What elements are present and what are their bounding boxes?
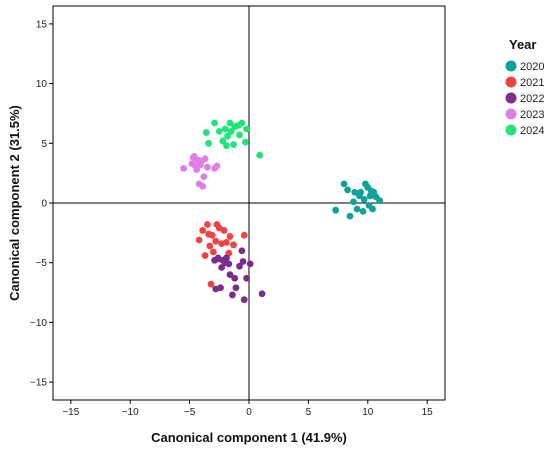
point-2024 bbox=[219, 137, 227, 145]
legend-title: Year bbox=[509, 37, 536, 52]
point-2024 bbox=[211, 119, 218, 127]
point-2023 bbox=[204, 163, 211, 171]
point-2022 bbox=[243, 274, 251, 282]
legend-marker-2024 bbox=[505, 124, 517, 136]
x-tick-label: 10 bbox=[362, 407, 374, 418]
point-2020 bbox=[376, 197, 384, 205]
y-tick-label: 15 bbox=[36, 19, 48, 30]
point-2022 bbox=[217, 284, 224, 292]
x-axis-ticks: −15 −10 −5 0 5 10 15 bbox=[62, 400, 433, 418]
point-2021 bbox=[206, 242, 214, 250]
legend-marker-2020 bbox=[505, 60, 517, 72]
point-2022 bbox=[246, 260, 254, 268]
point-2024 bbox=[230, 141, 237, 148]
point-2022 bbox=[228, 291, 236, 299]
point-2024 bbox=[226, 119, 234, 127]
y-tick-label: 10 bbox=[36, 79, 48, 90]
legend-marker-2023 bbox=[505, 108, 517, 120]
point-2024 bbox=[215, 127, 223, 135]
point-2024 bbox=[227, 127, 235, 135]
point-2022 bbox=[226, 271, 234, 279]
point-2021 bbox=[226, 233, 234, 240]
point-2022 bbox=[225, 260, 233, 268]
x-tick-label: 5 bbox=[306, 407, 312, 418]
point-2021 bbox=[223, 239, 230, 246]
legend-marker-2022 bbox=[505, 92, 517, 104]
point-2024 bbox=[238, 119, 246, 127]
point-2020 bbox=[350, 198, 357, 206]
point-2023 bbox=[201, 155, 209, 163]
legend-label-2021: 2021 bbox=[520, 77, 544, 89]
point-2021 bbox=[201, 252, 209, 259]
point-2022 bbox=[240, 296, 248, 304]
point-2024 bbox=[223, 142, 230, 150]
point-2020 bbox=[351, 188, 359, 196]
point-2024 bbox=[242, 138, 249, 146]
y-axis-ticks: −15 −10 −5 0 5 10 15 bbox=[30, 19, 53, 389]
point-2023 bbox=[193, 166, 201, 173]
y-tick-label: −15 bbox=[30, 378, 47, 389]
point-2021 bbox=[220, 227, 228, 234]
legend-label-2023: 2023 bbox=[520, 109, 544, 121]
point-2020 bbox=[359, 207, 367, 215]
point-2023 bbox=[199, 182, 207, 190]
point-2022 bbox=[223, 254, 230, 262]
x-tick-label: −15 bbox=[62, 407, 79, 418]
point-2021 bbox=[209, 248, 217, 256]
x-tick-label: 0 bbox=[246, 407, 252, 418]
x-tick-label: 15 bbox=[422, 407, 434, 418]
point-2024 bbox=[243, 125, 251, 133]
point-2022 bbox=[218, 264, 226, 271]
point-2022 bbox=[239, 258, 247, 265]
point-2020 bbox=[360, 196, 368, 203]
point-2020 bbox=[353, 205, 361, 213]
legend: Year 2020 2021 2022 2023 2024 bbox=[505, 37, 544, 137]
point-2020 bbox=[369, 205, 376, 213]
data-points bbox=[180, 119, 384, 304]
point-2023 bbox=[200, 173, 208, 181]
legend-label-2024: 2024 bbox=[520, 125, 544, 137]
point-2021 bbox=[204, 221, 211, 228]
point-2022 bbox=[238, 247, 246, 255]
point-2023 bbox=[213, 162, 221, 170]
point-2022 bbox=[258, 290, 266, 298]
y-tick-label: −10 bbox=[30, 318, 47, 329]
point-2021 bbox=[199, 227, 207, 234]
point-2024 bbox=[221, 125, 229, 133]
point-2024 bbox=[256, 151, 264, 159]
point-2022 bbox=[236, 262, 243, 270]
point-2020 bbox=[344, 186, 351, 194]
point-2020 bbox=[340, 180, 348, 188]
point-2020 bbox=[332, 206, 340, 214]
x-tick-label: −10 bbox=[122, 407, 139, 418]
x-tick-label: −5 bbox=[184, 407, 196, 418]
y-tick-label: 5 bbox=[41, 139, 47, 150]
point-2021 bbox=[207, 280, 215, 288]
y-axis-title: Canonical component 2 (31.5%) bbox=[7, 105, 22, 301]
point-2024 bbox=[205, 139, 213, 147]
point-2021 bbox=[212, 237, 220, 245]
point-2023 bbox=[190, 153, 198, 160]
point-2024 bbox=[202, 129, 210, 136]
point-2021 bbox=[195, 236, 203, 244]
point-2022 bbox=[232, 284, 240, 292]
point-2021 bbox=[240, 231, 248, 239]
legend-marker-2021 bbox=[505, 76, 517, 88]
legend-label-2020: 2020 bbox=[520, 61, 544, 73]
x-axis-title: Canonical component 1 (41.9%) bbox=[151, 430, 347, 445]
point-2021 bbox=[230, 241, 237, 249]
point-2020 bbox=[357, 188, 365, 196]
point-2024 bbox=[236, 131, 243, 139]
point-2021 bbox=[208, 231, 216, 239]
point-2020 bbox=[367, 187, 375, 195]
y-tick-label: 0 bbox=[41, 199, 47, 210]
y-tick-label: −5 bbox=[36, 258, 48, 269]
point-2023 bbox=[180, 164, 188, 172]
legend-label-2022: 2022 bbox=[520, 93, 544, 105]
point-2022 bbox=[231, 274, 239, 282]
point-2020 bbox=[346, 212, 354, 220]
point-2024 bbox=[224, 132, 232, 140]
point-2022 bbox=[211, 256, 218, 264]
